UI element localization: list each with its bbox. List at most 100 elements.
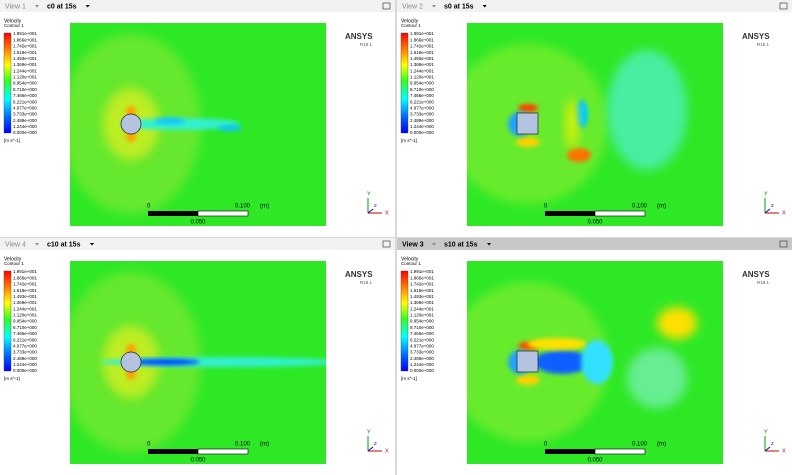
obstacle xyxy=(120,113,142,135)
axis-y-label: Y xyxy=(367,191,371,197)
legend-label: 2.489e+000 xyxy=(13,356,37,361)
dropdown-arrow[interactable] xyxy=(85,5,90,8)
legend-name: Contour 1 xyxy=(401,261,421,266)
contour xyxy=(518,104,538,112)
legend-label: 1.866e+001 xyxy=(410,275,434,280)
view-name[interactable]: View 3 xyxy=(402,241,424,248)
scale-unit: (m) xyxy=(260,204,269,210)
legend-label: 1.369e+001 xyxy=(410,300,434,305)
scale-white xyxy=(594,448,646,455)
dropdown-arrow[interactable] xyxy=(487,243,491,246)
view-name[interactable]: View 2 xyxy=(402,3,423,10)
legend-label: 8.710e+000 xyxy=(410,325,434,330)
contour xyxy=(534,350,590,374)
dropdown-arrow[interactable] xyxy=(35,243,39,246)
colorbar xyxy=(3,270,12,372)
obstacle xyxy=(516,350,539,373)
legend-label: 1.493e+001 xyxy=(410,56,434,61)
scale-black xyxy=(545,211,595,216)
legend-name: Contour 1 xyxy=(401,23,421,28)
maximize-button[interactable] xyxy=(382,2,391,10)
legend-label: 2.489e+000 xyxy=(410,118,434,123)
legend-label: 1.991e+001 xyxy=(13,31,37,36)
view-name[interactable]: View 4 xyxy=(5,241,26,248)
dropdown-arrow[interactable] xyxy=(432,5,436,8)
contour xyxy=(566,99,578,149)
axis-x-label: X xyxy=(782,210,786,216)
legend-label: 1.618e+001 xyxy=(13,288,37,293)
legend-label: 8.710e+000 xyxy=(13,325,37,330)
scale-mid: 0.050 xyxy=(190,220,206,226)
legend-label: 1.991e+001 xyxy=(410,31,434,36)
view-title[interactable]: c10 at 15s xyxy=(47,241,81,248)
legend-label: 1.618e+001 xyxy=(410,288,434,293)
legend-label: 6.221e+000 xyxy=(13,337,37,342)
view-title[interactable]: s0 at 15s xyxy=(444,3,474,10)
legend-label: 0.000e+000 xyxy=(410,368,434,373)
scale-unit: (m) xyxy=(260,442,269,448)
contour xyxy=(657,307,697,339)
scale-unit: (m) xyxy=(657,204,666,210)
legend-label: 4.977e+000 xyxy=(13,343,37,348)
scale-black xyxy=(545,449,595,454)
contour xyxy=(218,125,242,131)
maximize-button[interactable] xyxy=(779,2,788,10)
legend-variable: Velocity xyxy=(401,18,419,24)
scale-end: 0.100 xyxy=(235,204,251,210)
legend-label: 4.977e+000 xyxy=(410,105,434,110)
legend-label: 1.244e+000 xyxy=(410,362,434,367)
contour xyxy=(516,137,540,147)
legend-variable: Velocity xyxy=(4,18,22,24)
legend-unit: [m s^-1] xyxy=(401,376,417,381)
axis-x-label: X xyxy=(385,448,389,454)
colorbar xyxy=(400,270,409,372)
scale-white xyxy=(594,210,646,217)
flow-domain xyxy=(70,261,326,464)
scale-end: 0.100 xyxy=(235,442,251,448)
logo-name: ANSYS xyxy=(345,270,373,279)
legend-variable: Velocity xyxy=(401,256,419,262)
maximize-button[interactable] xyxy=(779,240,788,248)
legend-label: 1.120e+001 xyxy=(410,75,434,80)
axis-y-label: Y xyxy=(764,191,768,197)
colorbar xyxy=(400,32,409,134)
view-header xyxy=(0,238,395,250)
legend-label: 7.466e+000 xyxy=(13,331,37,336)
obstacle xyxy=(120,351,142,373)
axis-y-label: Y xyxy=(764,429,768,435)
legend-label: 4.977e+000 xyxy=(13,105,37,110)
legend-unit: [m s^-1] xyxy=(4,138,20,143)
legend-label: 4.977e+000 xyxy=(410,343,434,348)
legend-label: 9.954e+000 xyxy=(410,81,434,86)
scale-end: 0.100 xyxy=(632,204,648,210)
legend-label: 6.221e+000 xyxy=(410,99,434,104)
legend-label: 1.618e+001 xyxy=(410,50,434,55)
legend-label: 6.221e+000 xyxy=(410,337,434,342)
logo-name: ANSYS xyxy=(742,270,770,279)
dropdown-arrow[interactable] xyxy=(90,243,94,246)
dropdown-arrow[interactable] xyxy=(432,243,436,246)
logo-version: R18.1 xyxy=(757,280,770,285)
scale-black xyxy=(148,211,198,216)
legend-label: 1.369e+001 xyxy=(13,62,37,67)
maximize-button[interactable] xyxy=(382,240,391,248)
legend-variable: Velocity xyxy=(4,256,22,262)
view-name[interactable]: View 1 xyxy=(5,3,26,10)
logo-name: ANSYS xyxy=(345,32,373,41)
legend-label: 1.244e+000 xyxy=(410,124,434,129)
flow-domain xyxy=(467,23,723,226)
legend-label: 7.466e+000 xyxy=(410,331,434,336)
legend-label: 0.000e+000 xyxy=(13,130,37,135)
legend-label: 9.954e+000 xyxy=(13,81,37,86)
legend-name: Contour 1 xyxy=(4,23,24,28)
view-title[interactable]: c0 at 15s xyxy=(47,3,77,10)
dropdown-arrow[interactable] xyxy=(35,5,39,8)
dropdown-arrow[interactable] xyxy=(482,5,487,8)
contour xyxy=(130,359,200,365)
view-title[interactable]: s10 at 15s xyxy=(444,241,478,248)
